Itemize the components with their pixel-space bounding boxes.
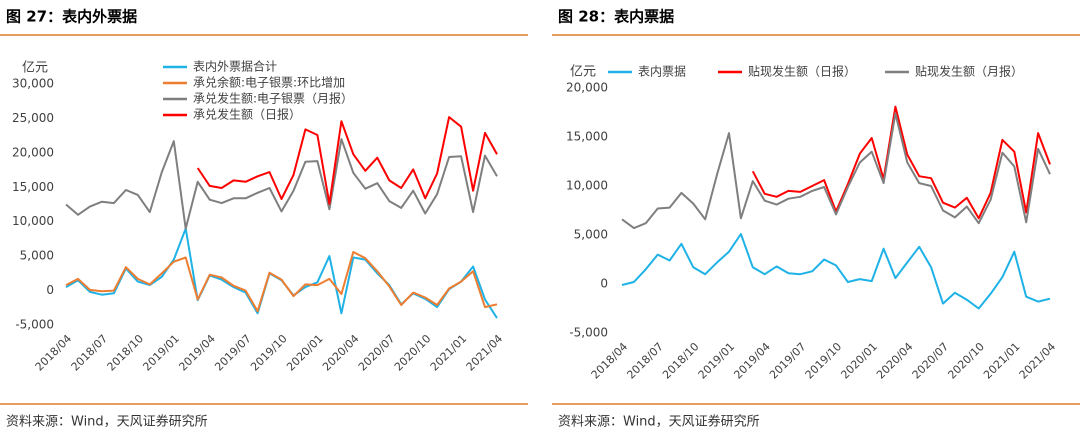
x-tick-label: 2019/01 bbox=[140, 332, 182, 374]
x-tick-label: 2019/07 bbox=[767, 340, 809, 382]
series-line bbox=[621, 233, 1051, 310]
x-tick-label: 2019/01 bbox=[696, 340, 738, 382]
x-tick-label: 2020/10 bbox=[392, 332, 434, 374]
x-tick-label: 2019/04 bbox=[731, 340, 773, 382]
y-tick-label: -5,000 bbox=[15, 318, 54, 332]
x-tick-label: 2021/04 bbox=[1017, 340, 1059, 382]
y-tick-label: 20,000 bbox=[12, 145, 54, 159]
y-tick-label: 5,000 bbox=[574, 228, 608, 242]
y-tick-label: 5,000 bbox=[20, 249, 54, 263]
x-tick-label: 2020/04 bbox=[874, 340, 916, 382]
y-tick-label: 30,000 bbox=[12, 77, 54, 91]
legend-label: 表内票据 bbox=[638, 65, 686, 79]
y-tick-label: 10,000 bbox=[12, 214, 54, 228]
y-tick-label: 20,000 bbox=[566, 81, 608, 95]
x-tick-label: 2018/04 bbox=[33, 332, 75, 374]
legend-label: 表内外票据合计 bbox=[193, 59, 277, 74]
y-tick-label: 25,000 bbox=[12, 111, 54, 125]
x-tick-label: 2020/07 bbox=[910, 340, 952, 382]
y-axis-unit: 亿元 bbox=[22, 61, 48, 76]
x-tick-label: 2020/01 bbox=[838, 340, 880, 382]
y-tick-label: 15,000 bbox=[12, 180, 54, 194]
legend-label: 承兑发生额（日报） bbox=[193, 107, 301, 122]
series-line bbox=[65, 138, 498, 230]
source: 资料来源：Wind，天风证券研究所 bbox=[6, 414, 208, 430]
x-tick-label: 2019/07 bbox=[212, 332, 254, 374]
legend-label: 承兑发生额:电子银票（月报） bbox=[193, 91, 353, 106]
x-tick-label: 2018/10 bbox=[105, 332, 147, 374]
source: 资料来源：Wind，天风证券研究所 bbox=[558, 414, 760, 430]
series-line bbox=[196, 116, 498, 205]
chart-title: 图 27：表内外票据 bbox=[6, 8, 137, 26]
x-tick-label: 2018/10 bbox=[660, 340, 702, 382]
legend-label: 承兑余额:电子银票:环比增加 bbox=[193, 75, 345, 90]
x-tick-label: 2020/07 bbox=[356, 332, 398, 374]
series-line bbox=[65, 251, 498, 313]
y-axis-unit: 亿元 bbox=[570, 65, 596, 80]
legend-label: 贴现发生额（月报） bbox=[915, 64, 1023, 79]
y-tick-label: 10,000 bbox=[566, 179, 608, 193]
x-tick-label: 2018/07 bbox=[624, 340, 666, 382]
series-line bbox=[751, 105, 1051, 220]
y-tick-label: 0 bbox=[46, 283, 54, 297]
y-tick-label: -5,000 bbox=[569, 326, 608, 340]
x-tick-label: 2018/07 bbox=[69, 332, 111, 374]
x-tick-label: 2019/04 bbox=[176, 332, 218, 374]
x-tick-label: 2019/10 bbox=[248, 332, 290, 374]
legend-label: 贴现发生额（日报） bbox=[748, 64, 856, 79]
x-tick-label: 2018/04 bbox=[589, 340, 631, 382]
x-tick-label: 2021/04 bbox=[464, 332, 506, 374]
series-line bbox=[65, 227, 498, 319]
x-tick-label: 2020/10 bbox=[945, 340, 987, 382]
x-tick-label: 2021/01 bbox=[981, 340, 1023, 382]
y-tick-label: 0 bbox=[600, 277, 608, 291]
chart-title: 图 28：表内票据 bbox=[558, 8, 674, 26]
series-line bbox=[621, 112, 1051, 230]
y-tick-label: 15,000 bbox=[566, 130, 608, 144]
x-tick-label: 2019/10 bbox=[803, 340, 845, 382]
x-tick-label: 2020/04 bbox=[320, 332, 362, 374]
x-tick-label: 2021/01 bbox=[428, 332, 470, 374]
x-tick-label: 2020/01 bbox=[284, 332, 326, 374]
